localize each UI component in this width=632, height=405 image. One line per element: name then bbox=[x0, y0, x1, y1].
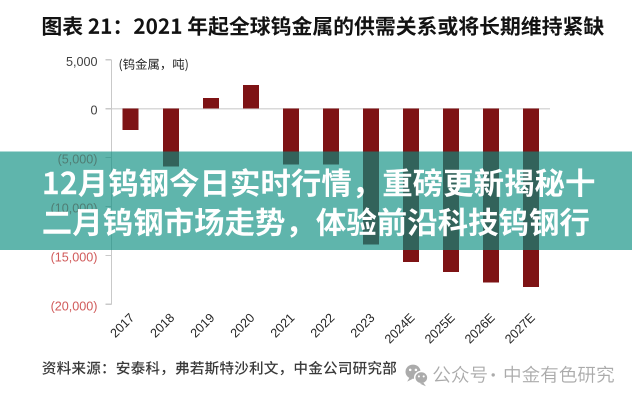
svg-text:0: 0 bbox=[90, 104, 97, 118]
svg-text:(20,000): (20,000) bbox=[51, 299, 98, 313]
svg-text:5,000: 5,000 bbox=[66, 55, 98, 69]
svg-text:(15,000): (15,000) bbox=[51, 250, 98, 264]
